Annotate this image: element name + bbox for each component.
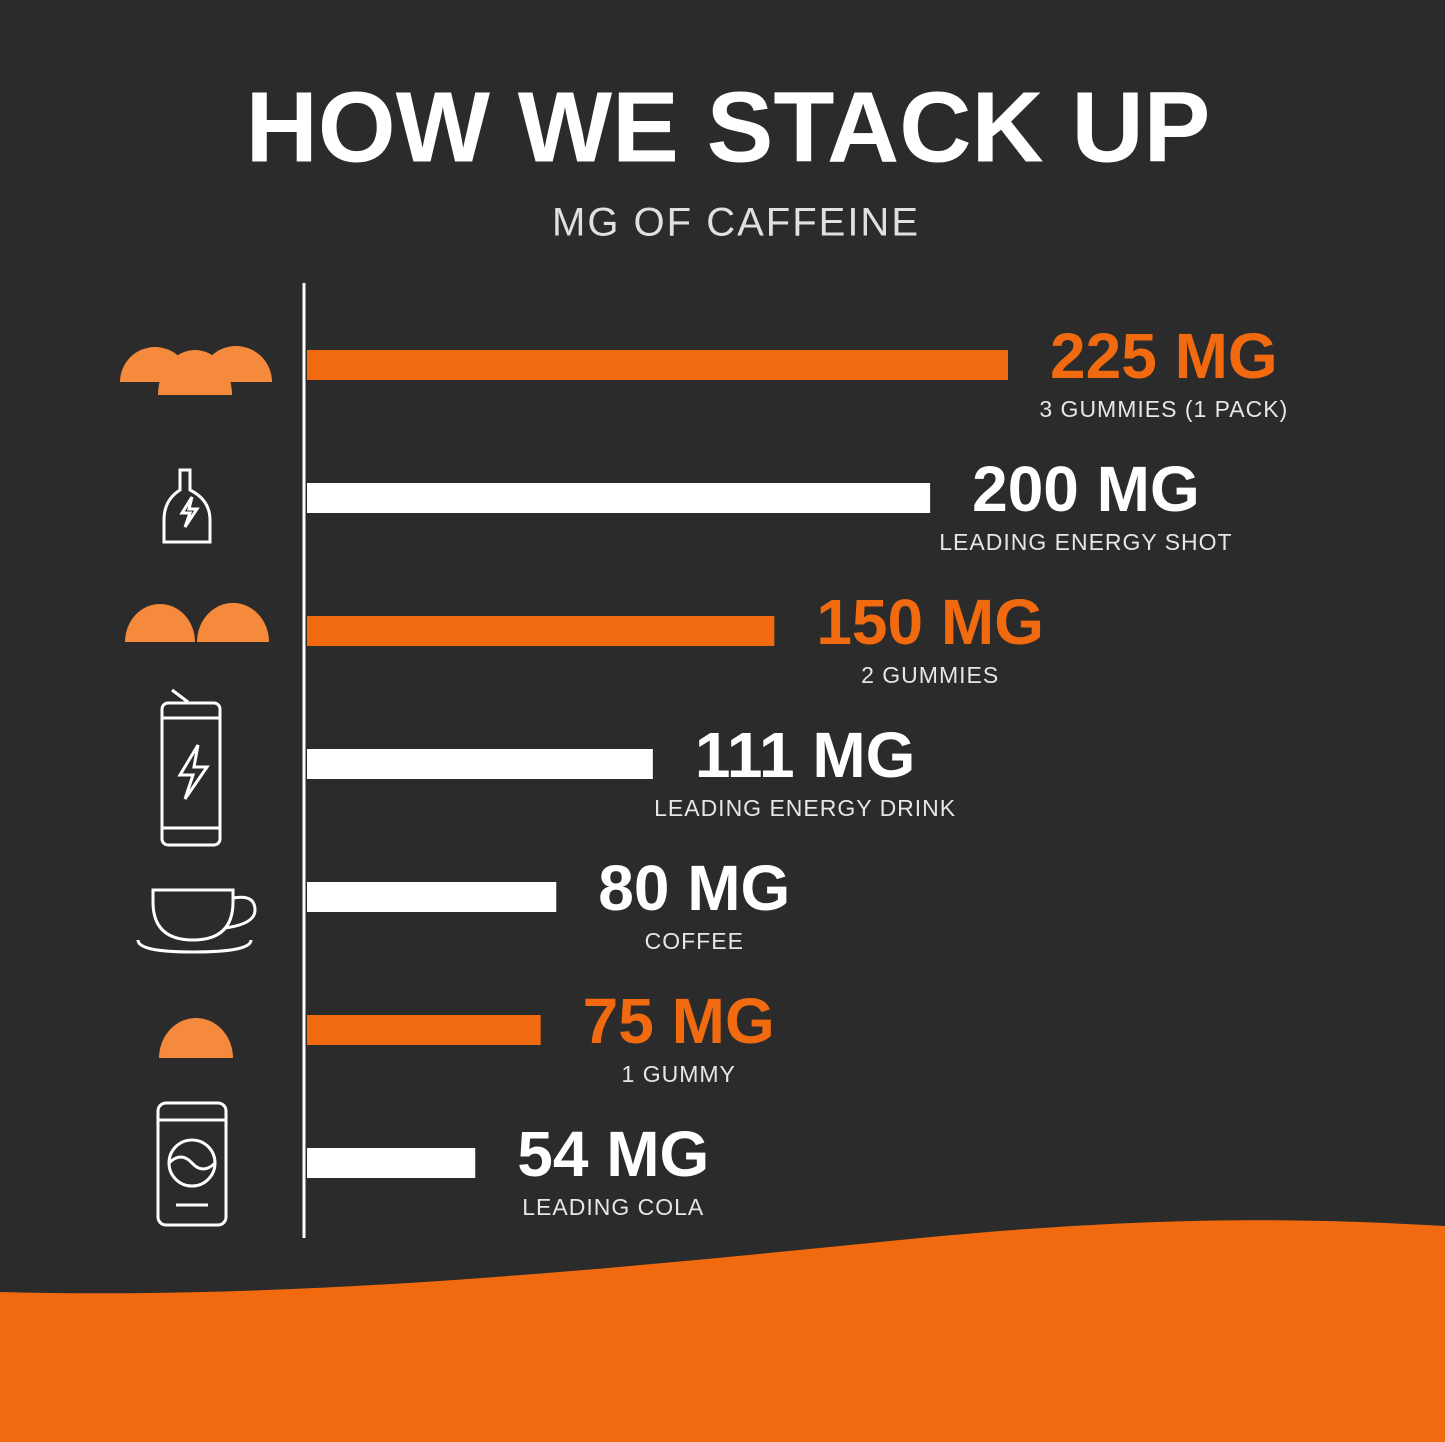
value-label: 75 MG: [583, 985, 775, 1057]
category-label: 2 GUMMIES: [861, 662, 999, 688]
value-label: 80 MG: [598, 852, 790, 924]
bar: [307, 1015, 541, 1045]
value-label: 150 MG: [816, 586, 1044, 658]
gummies-icon: [120, 346, 272, 1058]
energy-drink-icon: [160, 688, 222, 847]
bar: [307, 882, 557, 912]
bar: [307, 1148, 476, 1178]
energy-shot-icon: [162, 468, 212, 544]
bar: [307, 616, 775, 646]
chart-subtitle: MG OF CAFFEINE: [552, 201, 920, 245]
value-label: 225 MG: [1050, 320, 1278, 392]
value-label: 200 MG: [972, 453, 1200, 525]
category-label: COFFEE: [645, 928, 744, 954]
category-label: 1 GUMMY: [622, 1061, 736, 1087]
value-label: 111 MG: [695, 719, 916, 791]
category-label: 3 GUMMIES (1 PACK): [1039, 396, 1288, 422]
chart-title: HOW WE STACK UP: [246, 71, 1211, 183]
icons: [120, 346, 272, 1227]
value-label: 54 MG: [517, 1118, 709, 1190]
bar: [307, 350, 1008, 380]
category-label: LEADING COLA: [522, 1194, 704, 1220]
bar: [307, 483, 931, 513]
category-label: LEADING ENERGY DRINK: [654, 795, 956, 821]
coffee-icon: [136, 888, 257, 954]
wave: [0, 1220, 1445, 1442]
cola-icon: [156, 1101, 228, 1227]
bar: [307, 749, 653, 779]
category-label: LEADING ENERGY SHOT: [939, 529, 1232, 555]
